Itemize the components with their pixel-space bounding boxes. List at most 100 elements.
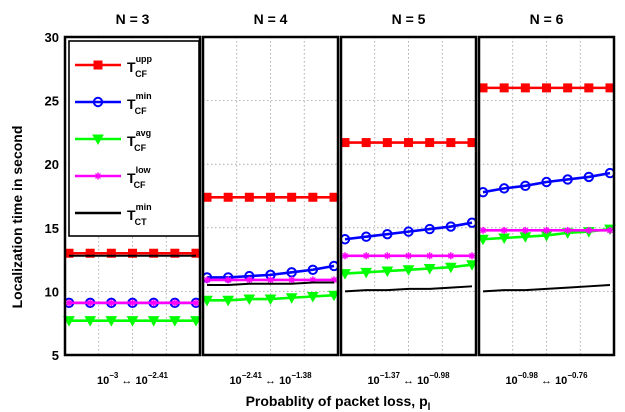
data-point — [63, 316, 75, 327]
legend-label: Tupp CF — [127, 54, 153, 79]
data-point — [224, 276, 232, 284]
data-point — [126, 316, 139, 327]
legend-marker — [92, 134, 104, 146]
panel-title: N = 3 — [116, 11, 150, 27]
data-point — [168, 316, 181, 327]
series-line-5 — [207, 281, 334, 287]
panel-frame — [339, 35, 478, 357]
data-point — [201, 295, 213, 307]
panel-background — [341, 37, 476, 355]
legend-item-4: Tlow CF — [75, 165, 152, 190]
data-point — [564, 226, 572, 234]
data-point — [520, 83, 530, 93]
legend-item-3: Tavg CF — [75, 128, 151, 153]
data-point — [468, 252, 476, 260]
data-point — [583, 171, 595, 183]
panel-x-range-label: 10−3 ↔ 10−2.41 — [97, 371, 169, 387]
data-point — [341, 252, 349, 260]
y-tick-label: 25 — [45, 94, 59, 109]
data-point — [287, 192, 297, 202]
data-point — [584, 83, 594, 93]
data-point — [403, 226, 414, 237]
x-axis-label-sub: l — [428, 402, 431, 412]
data-point — [203, 276, 211, 284]
legend-label: Tlow CF — [127, 165, 152, 190]
data-point — [444, 262, 457, 274]
data-point — [498, 183, 510, 194]
y-tick-label: 30 — [45, 30, 59, 45]
data-point — [65, 299, 73, 307]
panel-2: N = 4 10−2.41 ↔ 10−1.38 — [201, 11, 340, 387]
data-point — [541, 176, 552, 188]
data-point — [328, 290, 340, 302]
data-point — [105, 316, 118, 327]
x-axis-label-main: Probablity of packet loss, p — [246, 393, 428, 409]
legend-label: Tavg CF — [127, 128, 151, 153]
data-point — [404, 138, 413, 148]
series-line-2 — [344, 221, 473, 241]
data-point — [86, 299, 94, 307]
data-point — [402, 265, 415, 276]
series-line-5 — [344, 285, 473, 293]
data-point — [477, 234, 489, 246]
y-tick-label: 5 — [52, 348, 59, 363]
data-point — [498, 233, 511, 245]
y-axis: 5 10 15 20 25 30 — [45, 30, 59, 363]
data-point — [499, 83, 509, 93]
data-point — [425, 138, 435, 148]
data-point — [520, 180, 531, 192]
data-point — [245, 276, 253, 284]
data-point — [466, 260, 478, 271]
panel-frame — [477, 35, 616, 357]
panel-title: N = 6 — [530, 11, 564, 27]
data-point — [424, 223, 435, 235]
data-point — [360, 267, 373, 279]
data-point — [479, 226, 487, 234]
data-point — [266, 192, 275, 202]
legend-item-2: Tmin CF — [75, 91, 152, 116]
data-point — [129, 299, 136, 307]
data-point — [306, 291, 319, 303]
data-point — [562, 174, 573, 185]
panel-frame — [201, 35, 340, 357]
data-point — [149, 248, 159, 258]
x-axis-label: Probablity of packet loss, pl — [246, 393, 431, 412]
data-point — [382, 138, 392, 148]
data-point — [192, 299, 200, 307]
data-point — [405, 252, 412, 260]
data-point — [446, 138, 456, 148]
legend-item-1: Tupp CF — [75, 54, 153, 79]
data-point — [585, 226, 593, 234]
data-point — [107, 299, 115, 307]
panel-title: N = 5 — [392, 11, 426, 27]
panel-frame — [63, 35, 202, 357]
data-point — [423, 264, 436, 275]
data-point — [361, 138, 371, 148]
data-point — [288, 276, 296, 284]
data-point — [285, 293, 298, 304]
data-point — [521, 226, 529, 234]
data-point — [362, 252, 370, 260]
series-line-5 — [482, 284, 611, 293]
legend-label: Tmin CF — [127, 91, 152, 116]
legend-marker — [94, 172, 102, 180]
data-point — [308, 192, 318, 202]
y-tick-label: 15 — [45, 221, 59, 236]
data-point — [222, 295, 235, 307]
data-point — [190, 316, 202, 327]
data-point — [426, 252, 434, 260]
panel-3: N = 5 10−1.37 ↔ 10−0.98 — [339, 11, 478, 387]
data-point — [382, 228, 393, 240]
legend-label: Tmin CT — [127, 202, 152, 227]
panels-layer: N = 3 10−3 ↔ 10−2.41 N = 4 10−2.41 ↔ 10−1.3… — [63, 11, 616, 387]
data-point — [543, 226, 550, 234]
data-point — [244, 192, 254, 202]
legend-marker — [92, 96, 104, 108]
legend: Tupp CF Tmin CF Tavg CF Tlow CF Tmin CT — [68, 40, 200, 237]
data-point — [339, 269, 351, 280]
data-point — [500, 226, 508, 234]
data-point — [381, 266, 394, 278]
data-point — [85, 248, 95, 258]
data-point — [150, 299, 158, 307]
